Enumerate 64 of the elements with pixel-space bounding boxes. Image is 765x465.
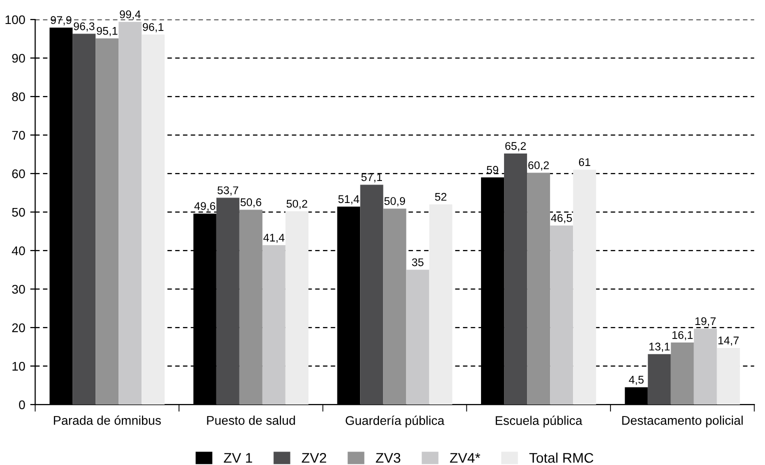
y-tick-label: 40 xyxy=(12,246,25,256)
bar xyxy=(429,204,452,405)
bar xyxy=(285,211,308,405)
data-label: 16,1 xyxy=(672,331,693,340)
bar xyxy=(716,348,740,405)
y-tick-label: 50 xyxy=(12,208,25,217)
x-tick-label: Escuela pública xyxy=(496,416,582,428)
data-label: 65,2 xyxy=(505,142,526,152)
x-tick-label: Puesto de salud xyxy=(207,416,295,425)
data-label: 50,2 xyxy=(286,200,308,209)
bar xyxy=(262,245,286,405)
data-label: 4,5 xyxy=(628,376,644,385)
x-tick-label: Guardería pública xyxy=(346,416,444,428)
y-tick-label: 60 xyxy=(12,169,25,178)
data-label: 96,1 xyxy=(142,23,164,32)
y-tick-label: 0 xyxy=(19,400,25,410)
data-label: 41,4 xyxy=(263,234,284,243)
bar xyxy=(504,154,528,405)
bar xyxy=(360,184,384,405)
data-label: 35 xyxy=(412,258,424,266)
y-tick-label: 100 xyxy=(6,15,25,24)
legend-label: ZV2 xyxy=(302,452,326,463)
bar xyxy=(216,198,240,405)
bar xyxy=(96,38,119,405)
x-tick-label: Parada de ómnibus xyxy=(54,416,161,425)
y-tick-label: 80 xyxy=(12,92,25,102)
data-label: 60,2 xyxy=(528,161,549,170)
data-label: 95,1 xyxy=(96,26,118,36)
data-label: 19,7 xyxy=(695,317,716,326)
bar xyxy=(573,170,596,405)
data-label: 14,7 xyxy=(718,336,739,346)
legend-label: ZV3 xyxy=(376,452,400,463)
x-tick-label: Destacamento policial xyxy=(622,416,743,428)
y-tick-label: 10 xyxy=(12,362,25,371)
bar xyxy=(694,328,717,405)
legend-label: Total RMC xyxy=(529,452,594,463)
data-label: 49,6 xyxy=(194,202,216,212)
data-label: 61 xyxy=(578,158,590,166)
bar xyxy=(239,210,262,405)
bar xyxy=(118,22,142,405)
data-label: 13,1 xyxy=(649,342,670,352)
bar xyxy=(550,226,574,405)
legend-label: ZV4* xyxy=(450,453,480,463)
data-label: 50,9 xyxy=(384,197,406,206)
bar xyxy=(383,208,406,405)
data-label: 51,4 xyxy=(338,195,360,204)
bar xyxy=(72,34,96,405)
data-label: 97,9 xyxy=(50,16,72,26)
data-label: 50,6 xyxy=(240,198,262,208)
data-label: 99,4 xyxy=(120,10,141,20)
y-tick-label: 30 xyxy=(12,284,25,294)
data-label: 52 xyxy=(435,192,446,201)
legend-label: ZV 1 xyxy=(224,453,252,463)
bar xyxy=(527,172,550,405)
data-label: 96,3 xyxy=(74,22,94,32)
bar xyxy=(406,270,430,405)
bar xyxy=(670,342,694,405)
y-tick-label: 20 xyxy=(12,323,25,332)
y-tick-label: 90 xyxy=(12,54,25,63)
data-label: 46,5 xyxy=(551,214,572,224)
bar xyxy=(648,354,671,405)
y-tick-label: 70 xyxy=(12,130,25,140)
data-label: 53,7 xyxy=(218,186,238,196)
bar xyxy=(142,34,165,405)
